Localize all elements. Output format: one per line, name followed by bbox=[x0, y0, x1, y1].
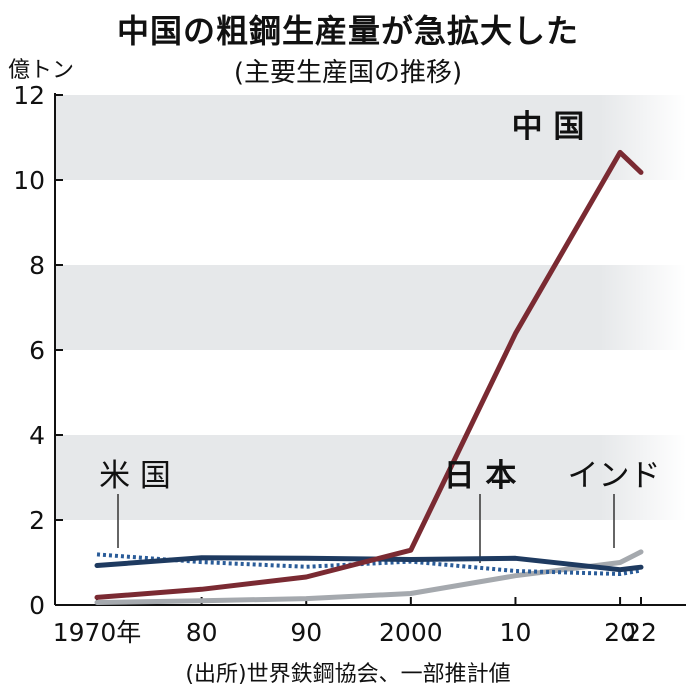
series-labels: 中 国日 本 米 国 インド bbox=[99, 109, 660, 494]
y-tick-label: 0 bbox=[29, 591, 45, 620]
y-tick-label: 4 bbox=[29, 421, 45, 450]
y-axis-unit-label: 億トン bbox=[8, 58, 75, 83]
x-tick-label: 80 bbox=[186, 618, 218, 647]
y-tick-label: 8 bbox=[29, 251, 45, 280]
series-label-0: 中 国 bbox=[512, 109, 585, 145]
y-tick-label: 12 bbox=[13, 81, 45, 110]
x-tick-label: 22 bbox=[625, 618, 657, 647]
label-leader-lines bbox=[117, 494, 615, 563]
x-tick-label: 20 bbox=[604, 618, 636, 647]
y-tick-label: 2 bbox=[29, 506, 45, 535]
grid-band bbox=[55, 95, 686, 180]
grid-bands bbox=[55, 95, 686, 520]
chart-subtitle: (主要生産国の推移) bbox=[233, 58, 463, 88]
x-tick-label: 10 bbox=[500, 618, 532, 647]
grid-band bbox=[55, 435, 686, 520]
x-tick-label: 1970年 bbox=[53, 618, 142, 647]
series-line-0 bbox=[94, 149, 644, 600]
chart-title: 中国の粗鋼生産量が急拡大した bbox=[116, 12, 579, 50]
y-tick-label: 6 bbox=[29, 336, 45, 365]
series-lines bbox=[94, 149, 644, 605]
series-line-3 bbox=[94, 549, 644, 605]
series-label-2: 米 国 bbox=[99, 458, 171, 494]
series-label-1: 日 本 bbox=[444, 458, 517, 494]
x-tick-label: 90 bbox=[290, 618, 322, 647]
y-tick-label: 10 bbox=[13, 166, 45, 195]
series-line-1 bbox=[94, 555, 644, 573]
series-label-3: インド bbox=[568, 458, 661, 494]
source-note: (出所)世界鉄鋼協会、一部推計値 bbox=[185, 662, 511, 687]
x-tick-label: 2000 bbox=[379, 618, 443, 647]
y-tick-labels: 0 2 4 6 8 10 12 bbox=[13, 81, 45, 620]
grid-band bbox=[55, 265, 686, 350]
